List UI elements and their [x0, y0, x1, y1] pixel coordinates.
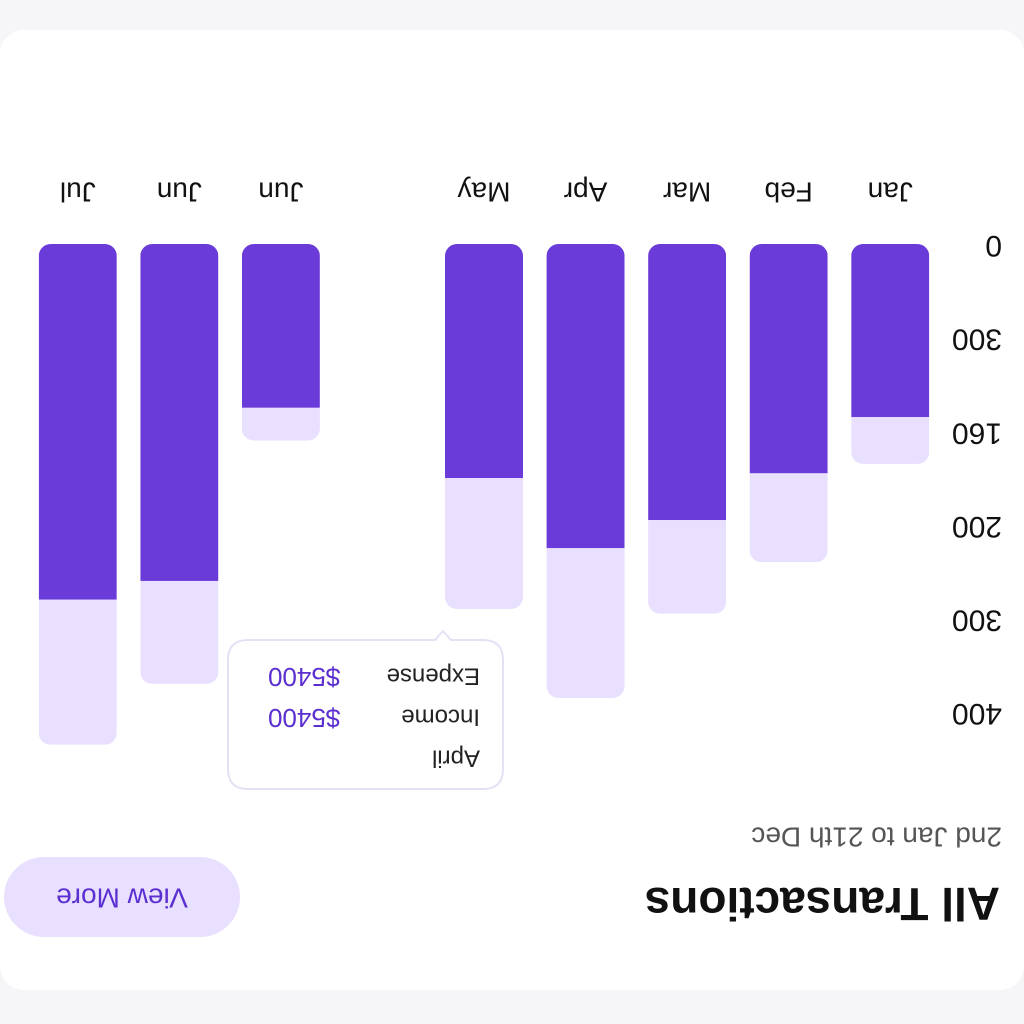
x-tick-label: Jun — [157, 177, 202, 208]
tooltip: April Income $5400 Expense $5400 — [227, 629, 504, 790]
title: All Transactions — [645, 878, 1000, 930]
button-bg[interactable] — [4, 857, 240, 937]
bar-segment — [648, 244, 727, 521]
bar-segment — [749, 244, 828, 474]
x-tick-label: Jun — [258, 177, 303, 208]
x-tick-label: Apr — [564, 177, 608, 208]
tooltip-box — [227, 629, 504, 790]
bar-segment — [851, 244, 930, 418]
bar-segment — [749, 473, 828, 563]
x-tick-label: Mar — [663, 177, 711, 208]
bar-segment — [38, 599, 117, 745]
bar-segment — [140, 580, 219, 684]
tooltip-income-value: $5400 — [268, 703, 340, 733]
bar-segment — [241, 407, 320, 441]
y-tick-label: 300 — [952, 603, 1002, 636]
bar-segment — [851, 417, 930, 464]
tooltip-expense-label: Expense — [387, 663, 480, 690]
subtitle: 2nd Jan to 21th Dec — [751, 822, 1002, 853]
button-label[interactable]: View More — [56, 883, 188, 914]
bar-segment — [445, 478, 523, 610]
tooltip-expense-value: $5400 — [268, 662, 340, 692]
y-tick-label: 400 — [952, 697, 1002, 730]
x-tick-label: Jul — [60, 177, 96, 208]
tooltip-income-label: Income — [401, 704, 480, 731]
bar-segment — [38, 244, 117, 600]
bar-segment — [140, 244, 219, 581]
bar-segment — [546, 548, 625, 698]
bar-segment — [445, 244, 523, 478]
bar-segment — [648, 520, 727, 614]
bar-segment — [546, 244, 625, 549]
bar-segment — [241, 244, 320, 408]
tooltip-title: April — [432, 745, 480, 772]
y-tick-label: 160 — [952, 416, 1002, 449]
x-tick-label: Jan — [868, 177, 913, 208]
y-tick-label: 0 — [985, 229, 1002, 262]
y-tick-label: 300 — [952, 323, 1002, 356]
x-tick-label: May — [458, 177, 511, 208]
x-tick-label: Feb — [765, 177, 813, 208]
view-more-button[interactable]: View More — [4, 857, 240, 937]
plot: 0 300 160 200 300 400 Jan Feb Mar Apr May Jun Jun Jul — [38, 177, 1002, 745]
y-tick-label: 200 — [952, 510, 1002, 543]
